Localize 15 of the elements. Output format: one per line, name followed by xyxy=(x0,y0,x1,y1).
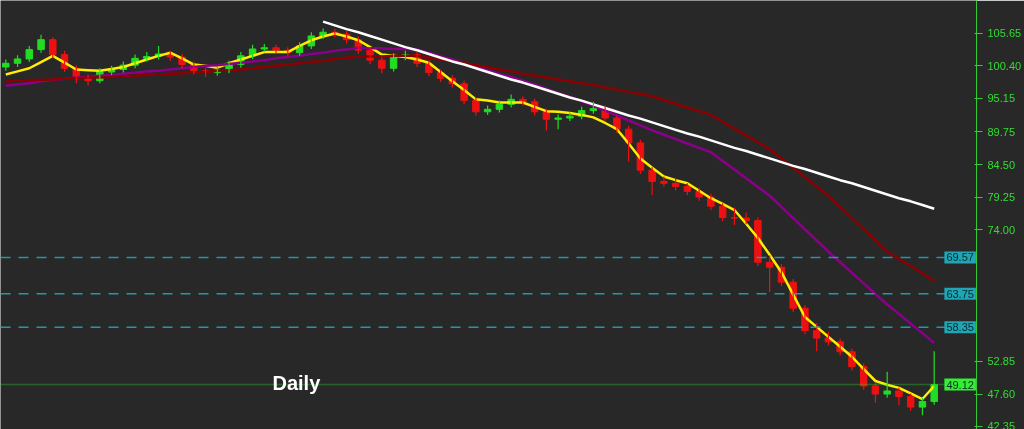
ref-line-label: 63.75 xyxy=(946,287,974,300)
ref-line-label: 58.35 xyxy=(946,321,974,334)
ref-line-label: 49.12 xyxy=(946,378,974,391)
y-tick-label: 52.85 xyxy=(987,355,1016,368)
y-tick-label: 42.35 xyxy=(987,419,1016,429)
y-tick-label: 95.15 xyxy=(987,92,1016,105)
y-tick-label: 47.60 xyxy=(987,388,1016,401)
y-tick-label: 84.50 xyxy=(987,158,1016,171)
y-tick-label: 79.25 xyxy=(987,191,1016,204)
y-tick-label: 74.00 xyxy=(987,223,1016,236)
y-tick-label: 100.40 xyxy=(987,59,1022,72)
ref-line-label: 69.57 xyxy=(946,251,974,264)
annotation: Daily xyxy=(272,371,322,394)
y-tick-label: 105.65 xyxy=(987,27,1022,40)
y-tick-label: 89.75 xyxy=(987,126,1016,138)
